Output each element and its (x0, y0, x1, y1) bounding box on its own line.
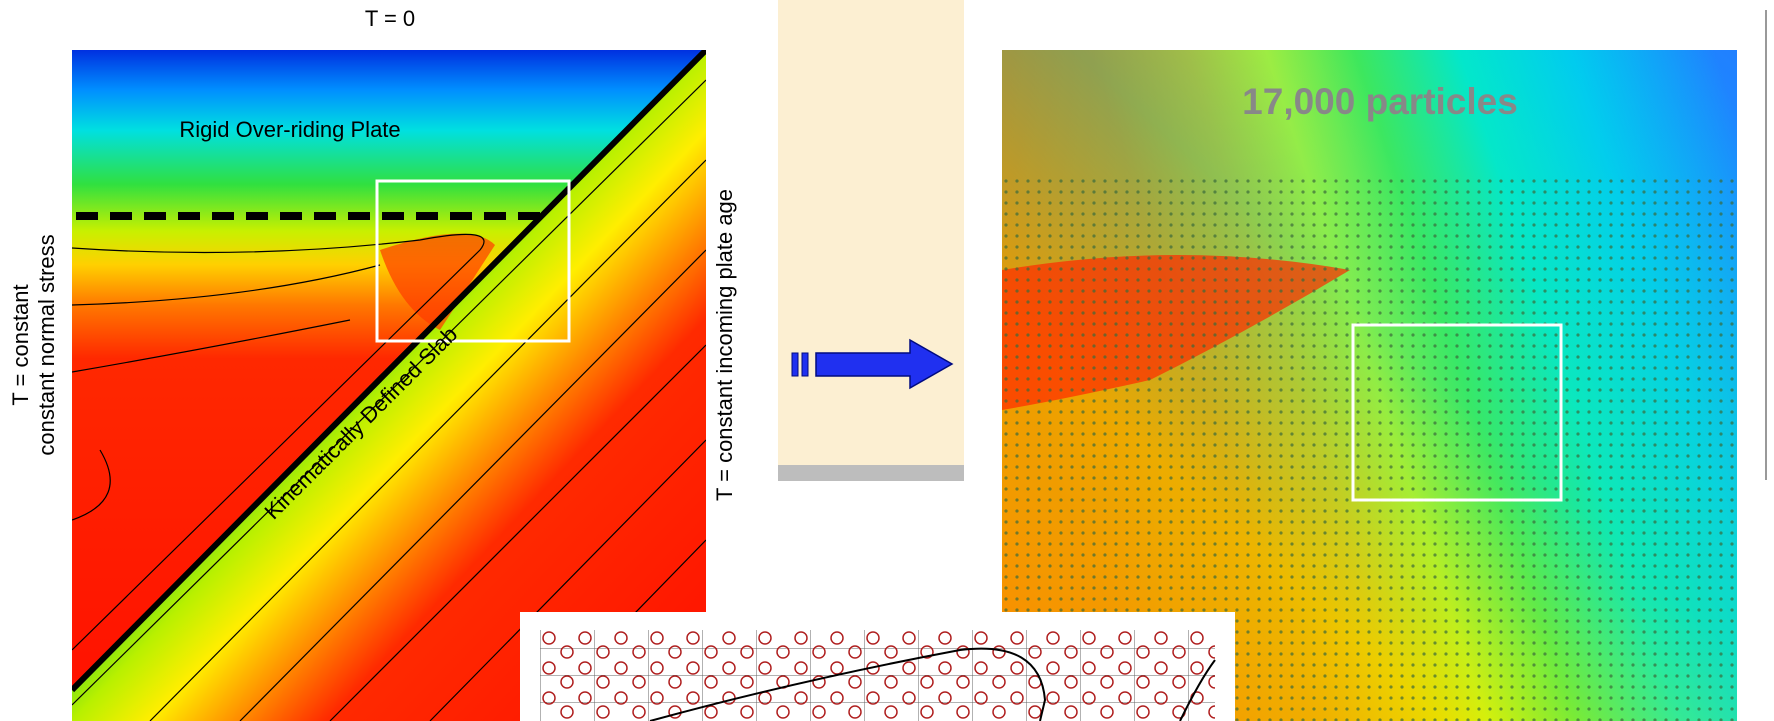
backdrop-shadow (778, 465, 964, 481)
boundary-label: T = constant (8, 284, 33, 405)
boundary-label: constant normal stress (34, 234, 59, 455)
inset (520, 612, 1235, 721)
boundary-label: T = constant incoming plate age (712, 189, 737, 501)
panel-title: T = 0 (365, 6, 415, 31)
slide: T = 0 Rigid Over-riding Plate Kinematica… (0, 0, 1774, 721)
particle-count: 17,000 particles (1242, 81, 1518, 122)
plate-label: Rigid Over-riding Plate (179, 117, 400, 142)
backdrop (778, 0, 964, 465)
